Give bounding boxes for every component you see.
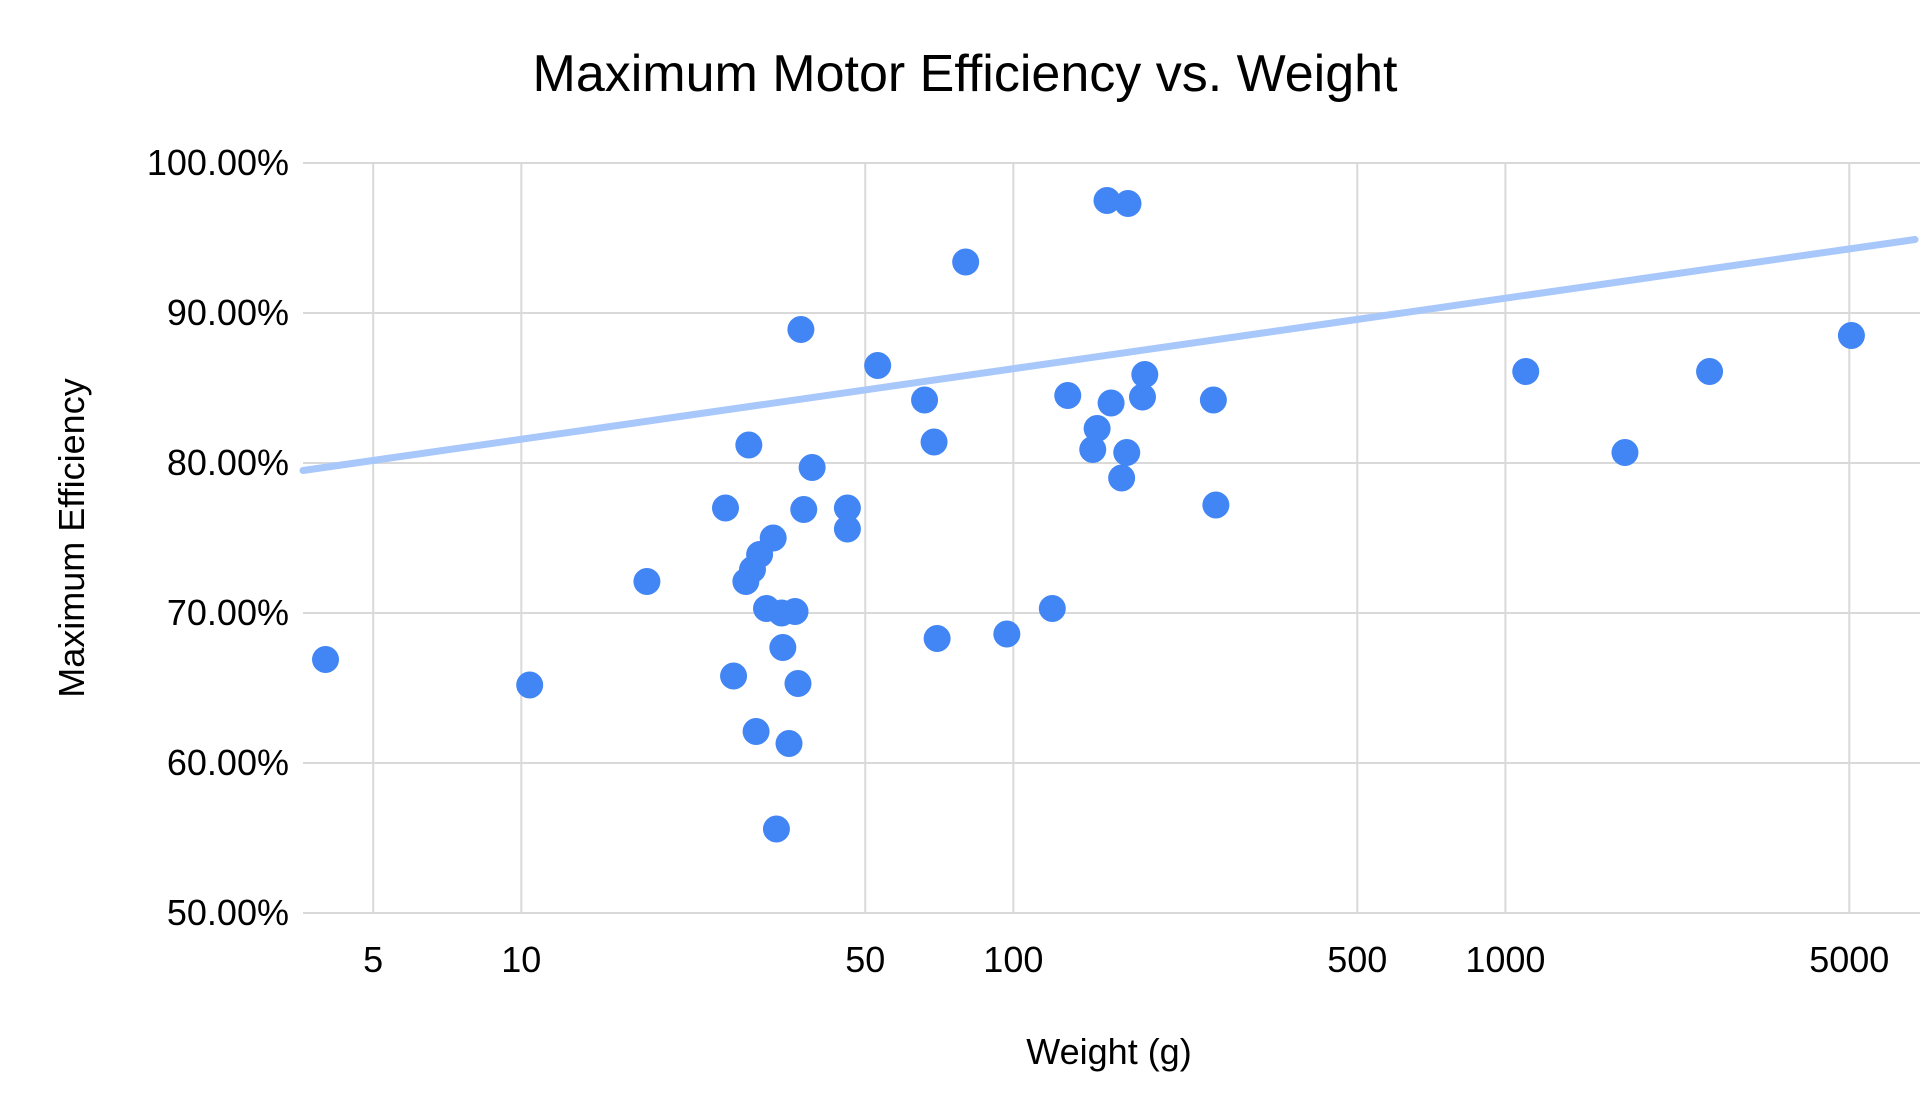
data-point [1837,322,1865,349]
data-point [742,718,770,745]
data-point [312,646,340,673]
x-tick-label-500: 500 [1327,939,1387,980]
data-point [833,515,861,543]
x-tick-label-5: 5 [363,939,383,980]
data-point [790,496,818,523]
data-point [769,634,797,661]
data-point [759,524,787,552]
y-tick-label-100: 100.00% [147,142,289,183]
data-point [923,625,951,652]
data-point [798,454,826,481]
data-point [1202,491,1230,519]
y-tick-label-90: 90.00% [167,292,289,333]
data-point [1038,595,1066,622]
data-point [762,815,790,843]
data-point [1512,358,1540,385]
data-point [516,671,544,699]
data-point [711,494,739,522]
data-point [993,620,1021,648]
data-point [781,598,809,625]
y-tick-label-50: 50.00% [167,892,289,933]
trendline [299,236,1919,474]
data-point [1079,436,1107,463]
y-axis-title: Maximum Efficiency [51,378,92,698]
data-point [864,352,892,379]
data-point [1083,415,1111,442]
x-tick-label-100: 100 [983,939,1043,980]
data-point [1131,361,1159,388]
data-point [1108,464,1136,492]
data-point [1128,383,1156,411]
x-tick-label-5000: 5000 [1809,939,1889,980]
x-axis-title: Weight (g) [1026,1031,1192,1072]
data-point [920,428,948,456]
data-point [952,248,980,276]
data-point [1113,439,1141,466]
data-point [1114,190,1142,217]
data-point [1611,439,1639,466]
data-point [1093,187,1121,214]
x-tick-label-10: 10 [501,939,541,980]
data-point [1199,386,1227,414]
y-tick-label-60: 60.00% [167,742,289,783]
y-tick-label-80: 80.00% [167,442,289,483]
data-point [735,431,763,459]
data-point [1097,389,1125,417]
data-point [1054,382,1082,409]
data-point [833,494,861,522]
data-point [775,730,803,757]
x-tick-label-1000: 1000 [1465,939,1545,980]
data-point [1696,358,1724,385]
data-point [784,670,812,697]
x-tick-label-50: 50 [845,939,885,980]
y-tick-label-70: 70.00% [167,592,289,633]
data-point [633,568,661,595]
data-point [720,662,748,690]
data-point [787,316,815,343]
data-point [911,386,939,414]
chart-title: Maximum Motor Efficiency vs. Weight [532,45,1398,103]
